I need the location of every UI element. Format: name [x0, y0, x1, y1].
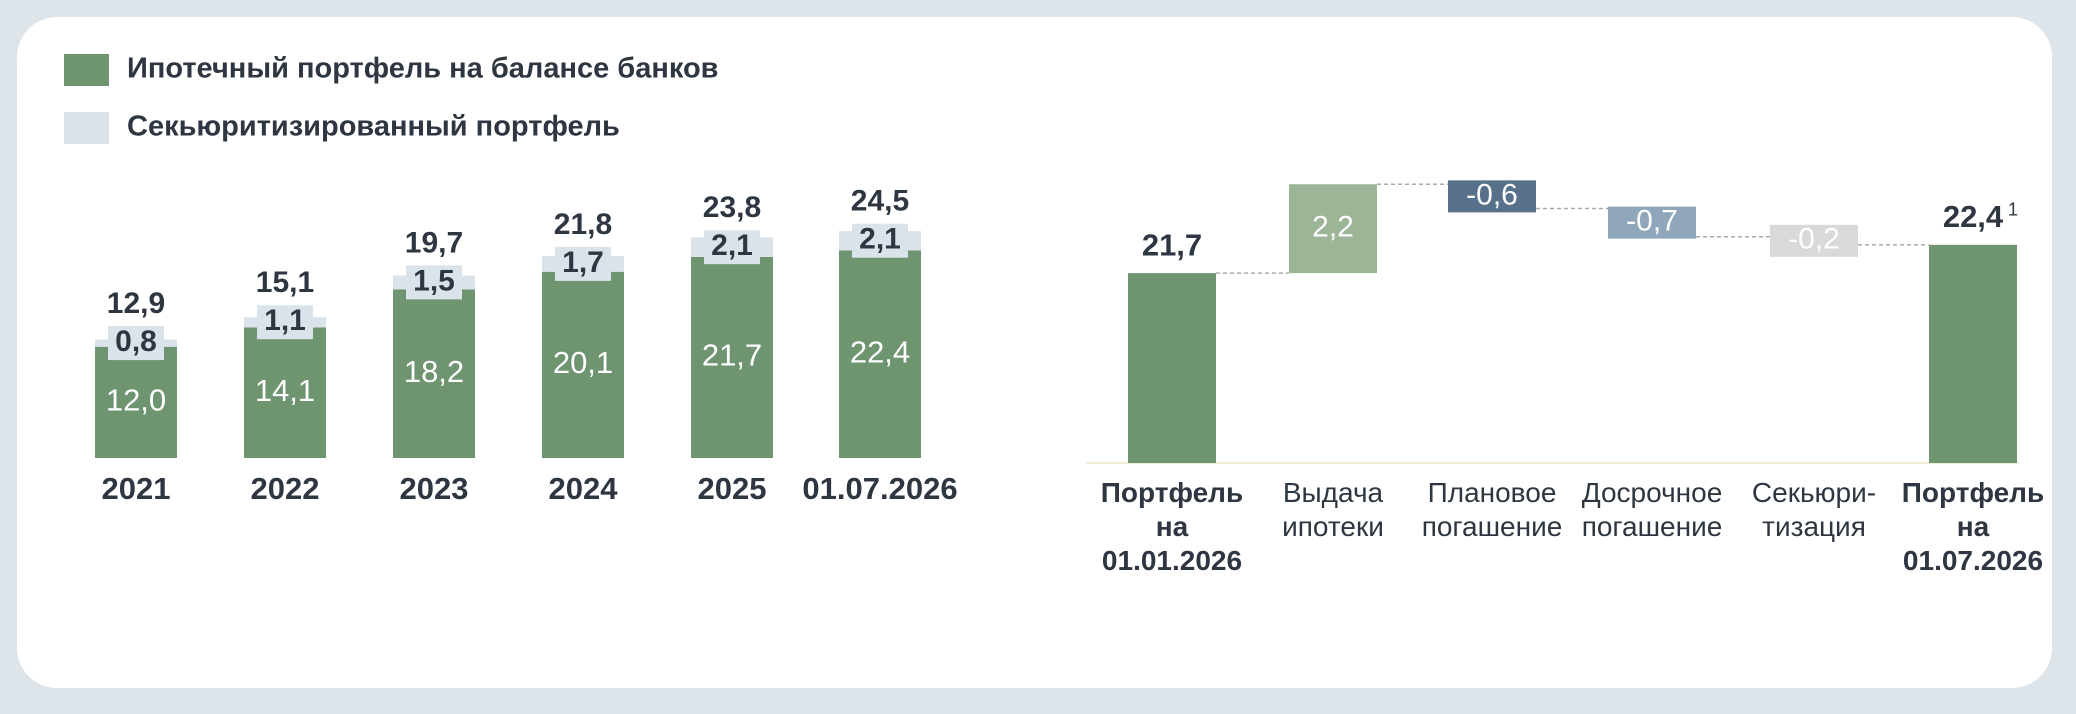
x-tick-label: 2022: [251, 471, 320, 506]
x-tick-label: Портфель на 01.01.2026: [1100, 477, 1244, 576]
total-label: 12,9: [107, 287, 165, 320]
x-tick-label: 2023: [400, 471, 469, 506]
value-label-bg: [852, 223, 908, 258]
total-label: 15,1: [256, 266, 314, 299]
value-label: 2,1: [711, 229, 753, 262]
legend-swatch: [64, 112, 109, 144]
value-label: 0,8: [115, 325, 157, 358]
value-label-bg: [704, 230, 760, 265]
value-label: 21,7: [1142, 227, 1202, 262]
value-label: 22,4: [1943, 199, 2004, 234]
value-label: 1,7: [562, 246, 604, 279]
value-label-bg: [257, 305, 313, 340]
total-label: 19,7: [405, 226, 463, 259]
value-label: 1,1: [264, 304, 306, 337]
bar: [1128, 273, 1216, 463]
footnote-mark: 1: [2008, 200, 2018, 220]
x-tick-label: Портфель на 01.07.2026: [1901, 477, 2045, 576]
legend-label: Ипотечный портфель на балансе банков: [127, 53, 719, 85]
value-label: 21,7: [702, 338, 762, 373]
value-label-bg: [1448, 180, 1536, 213]
total-label: 24,5: [851, 185, 909, 218]
value-label-bg: [406, 265, 462, 300]
bar-segment: [244, 327, 326, 458]
value-label: 2,1: [859, 223, 901, 256]
value-label-bg: [1770, 224, 1858, 257]
x-tick-label: 2021: [102, 471, 171, 506]
bar-segment: [393, 289, 475, 458]
value-label: -0,6: [1466, 178, 1518, 211]
value-label-bg: [1608, 206, 1696, 239]
value-label: -0,2: [1788, 223, 1840, 256]
value-label: 22,4: [850, 334, 910, 369]
x-tick-label: 01.07.2026: [802, 471, 957, 506]
value-label: 20,1: [553, 345, 613, 380]
bar-segment: [542, 271, 624, 458]
x-tick-label: Досрочное погашение: [1581, 477, 1723, 542]
x-tick-label: 2025: [698, 471, 767, 506]
bar-segment: [95, 346, 177, 458]
legend-swatch: [64, 54, 109, 86]
bar: [1929, 244, 2017, 463]
value-label: -0,7: [1626, 205, 1678, 238]
bar-segment: [691, 256, 773, 458]
bar: [1289, 184, 1377, 274]
x-tick-label: Плановое погашение: [1421, 477, 1563, 542]
value-label-bg: [108, 326, 164, 361]
value-label: 2,2: [1312, 211, 1354, 244]
value-label-bg: [555, 246, 611, 281]
card: [17, 17, 2052, 688]
value-label: 18,2: [404, 354, 464, 389]
value-label: 14,1: [255, 373, 315, 408]
bar-segment: [839, 250, 921, 458]
x-tick-label: 2024: [549, 471, 619, 506]
value-label: 12,0: [106, 383, 166, 418]
legend-label: Секьюритизированный портфель: [127, 111, 620, 143]
total-label: 21,8: [554, 208, 612, 241]
x-tick-label: Секьюри- тизация: [1751, 477, 1877, 542]
value-label: 1,5: [413, 264, 455, 297]
total-label: 23,8: [703, 191, 761, 224]
x-tick-label: Выдача ипотеки: [1282, 477, 1384, 542]
